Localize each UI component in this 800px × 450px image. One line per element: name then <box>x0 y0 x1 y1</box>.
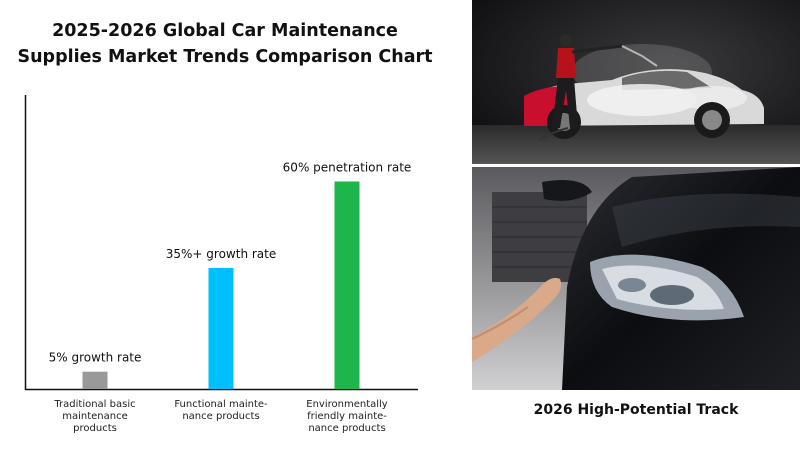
chart-title-line-2: Supplies Market Trends Comparison Chart <box>17 47 433 67</box>
car-wash-photo <box>472 0 800 164</box>
data-label-3: 60% penetration rate <box>283 160 412 174</box>
bar-1 <box>82 371 108 389</box>
data-label-2: 35%+ growth rate <box>166 247 276 261</box>
chart-panel: 2025-2026 Global Car Maintenance Supplie… <box>0 18 450 434</box>
bar-3 <box>334 181 360 389</box>
photo-panel <box>472 0 800 390</box>
photo-caption: 2026 High-Potential Track <box>533 402 739 418</box>
chart-title-line-1: 2025-2026 Global Car Maintenance <box>52 21 398 41</box>
chart-title: 2025-2026 Global Car Maintenance Supplie… <box>0 18 450 70</box>
bar-2 <box>208 267 234 389</box>
category-label-2: Functional mainte-nance products <box>174 399 268 422</box>
category-label-3: Environmentally friendly mainte-nance pro… <box>306 399 388 434</box>
car-headlight-polish-photo <box>472 167 800 390</box>
category-label-1: Traditional basic maintenance products <box>53 399 135 434</box>
data-label-1: 5% growth rate <box>49 351 142 365</box>
bar-chart: 5% growth rate Traditional basic maintenan… <box>24 95 418 434</box>
